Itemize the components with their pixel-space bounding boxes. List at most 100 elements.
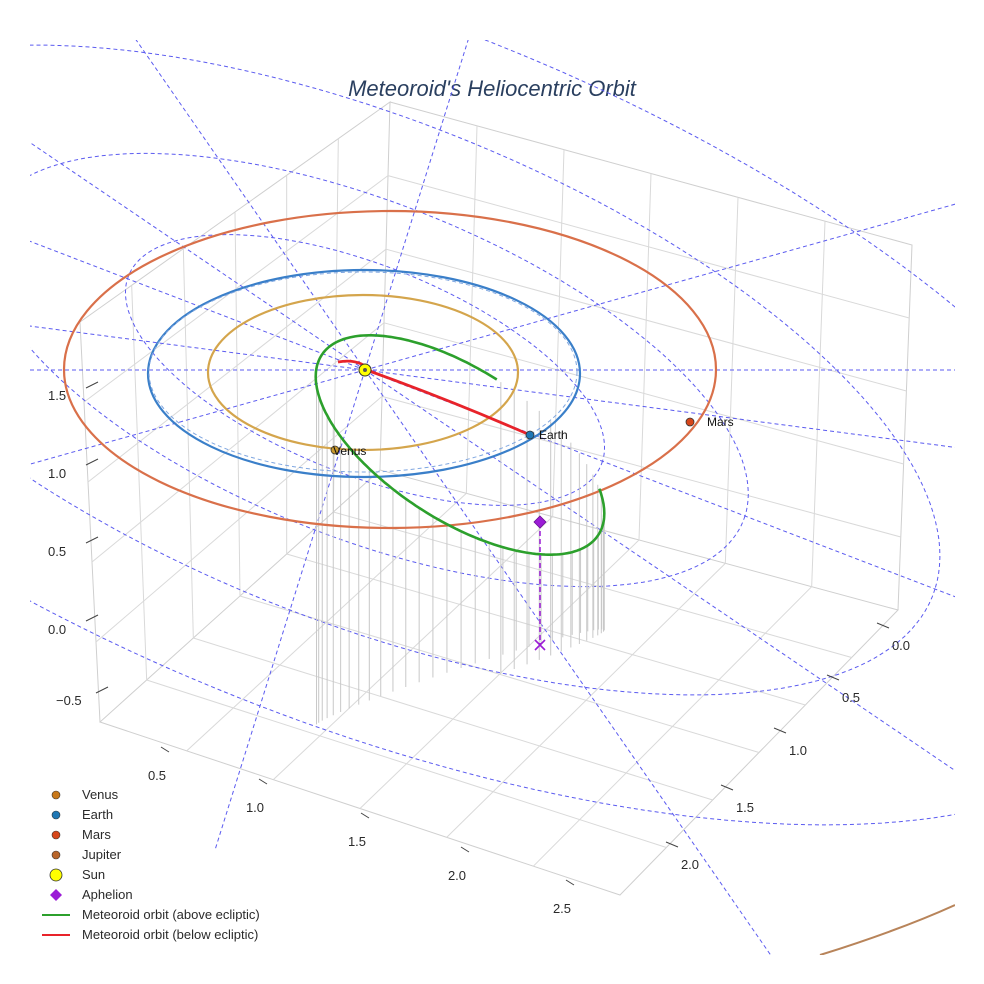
legend-symbol (50, 889, 62, 901)
chart-title: Meteoroid's Heliocentric Orbit (348, 76, 637, 101)
ecliptic-grid-circle (30, 152, 749, 588)
legend[interactable]: Venus Earth Mars Jupiter Sun Aphelion Meteoroi… (42, 787, 260, 942)
sun-center (363, 368, 367, 372)
left-wall-grid-line (87, 248, 387, 483)
orbit-drop-lines (316, 382, 605, 725)
z-tick-mark (95, 686, 109, 694)
x-tick-label: 2.5 (553, 901, 571, 916)
y-tick-mark (720, 784, 734, 791)
legend-symbol (51, 850, 61, 860)
legend-label: Sun (82, 867, 105, 882)
back-wall-grid-line (385, 248, 907, 392)
z-tick-mark (85, 381, 99, 389)
venus-label: Venus (333, 444, 366, 458)
floor-outline (99, 469, 899, 896)
z-tick-mark (85, 458, 99, 466)
legend-label: Meteoroid orbit (below ecliptic) (82, 927, 258, 942)
aphelion-marker (533, 515, 547, 529)
meteoroid-orbit-below (337, 359, 531, 437)
ecliptic-grid-circle (30, 44, 941, 696)
ecliptic-grid-spoke (364, 203, 955, 371)
mars-orbit (62, 209, 718, 530)
z-tick-mark (85, 614, 99, 622)
ecliptic-grid-spoke (30, 141, 366, 371)
back-wall-grid-line (724, 197, 739, 564)
back-wall-grid-line (811, 221, 826, 587)
venus-marker (330, 445, 340, 455)
y-tick-label: 1.0 (789, 743, 807, 758)
ecliptic-grid-spoke (30, 369, 366, 465)
legend-label: Aphelion (82, 887, 133, 902)
x-tick-mark (565, 879, 575, 886)
back-wall-grid-line (465, 125, 478, 494)
legend-label: Mars (82, 827, 111, 842)
legend-label: Meteoroid orbit (above ecliptic) (82, 907, 260, 922)
legend-symbol (49, 868, 63, 882)
z-tick-label: 0.5 (48, 544, 66, 559)
x-tick-label: 1.0 (246, 800, 264, 815)
mars-marker (685, 417, 695, 427)
legend-symbol (51, 790, 61, 800)
y-tick-label: 2.0 (681, 857, 699, 872)
back-wall-grid-line (383, 322, 904, 465)
floor-grid-line (239, 595, 760, 753)
venus-orbit (206, 293, 520, 452)
legend-symbol (51, 810, 61, 820)
back-wall-grid-line (387, 175, 910, 319)
earth-marker (525, 430, 535, 440)
z-tick-label: 1.5 (48, 388, 66, 403)
z-tick-label: 0.0 (48, 622, 66, 637)
z-tick-mark (85, 536, 99, 544)
left-wall-grid-line (83, 175, 389, 403)
floor-grid-line (446, 562, 726, 838)
meteoroid-orbit (314, 334, 606, 556)
legend-label: Venus (82, 787, 119, 802)
jupiter-orbit (819, 904, 955, 955)
left-wall-grid-line (91, 322, 385, 563)
x-tick-label: 1.5 (348, 834, 366, 849)
earth-orbit-dashed (148, 271, 578, 473)
back-wall-grid-line (381, 395, 901, 538)
ecliptic-grid-spoke (364, 369, 955, 772)
markers: Venus Earth Mars (330, 363, 734, 651)
earth-orbit (146, 268, 582, 479)
left-wall-grid-line (131, 285, 148, 681)
aphelion-projection-x (534, 639, 546, 651)
y-tick-label: 0.0 (892, 638, 910, 653)
ecliptic-grid-spoke (364, 369, 772, 955)
ecliptic-grid-spoke (30, 325, 366, 371)
ecliptic-grid-spoke (364, 369, 955, 598)
legend-label: Jupiter (82, 847, 122, 862)
y-tick-mark (665, 841, 679, 848)
left-wall-grid-line (95, 396, 383, 643)
x-tick-mark (360, 812, 370, 819)
ecliptic-grid-spoke (364, 369, 955, 448)
x-tick-mark (258, 778, 268, 785)
back-wall-grid-line (638, 173, 652, 541)
left-wall-grid-line (234, 211, 241, 597)
floor-grid-line (532, 586, 813, 867)
planet-orbits (62, 209, 955, 955)
y-tick-mark (826, 674, 840, 681)
ecliptic-grid-spoke (30, 240, 366, 371)
y-tick-label: 0.5 (842, 690, 860, 705)
axis-ticks: 1.5 1.0 0.5 0.0 −0.5 0.5 1.0 1.5 2.0 2.5 0.0 0.5 1.0… (48, 381, 910, 916)
axis-box-grid (79, 101, 913, 896)
x-tick-label: 0.5 (148, 768, 166, 783)
x-tick-mark (460, 846, 470, 853)
ecliptic-grid-spoke (135, 40, 366, 371)
x-tick-label: 2.0 (448, 868, 466, 883)
y-tick-label: 1.5 (736, 800, 754, 815)
legend-symbol (51, 830, 61, 840)
left-wall-grid-line (182, 248, 194, 639)
y-tick-mark (876, 622, 890, 629)
y-tick-mark (773, 727, 787, 734)
ecliptic-grid-circle (30, 40, 955, 826)
x-tick-mark (160, 746, 170, 753)
earth-label: Earth (539, 428, 568, 442)
back-wall-grid-line (552, 149, 565, 517)
legend-label: Earth (82, 807, 113, 822)
mars-label: Mars (707, 415, 734, 429)
